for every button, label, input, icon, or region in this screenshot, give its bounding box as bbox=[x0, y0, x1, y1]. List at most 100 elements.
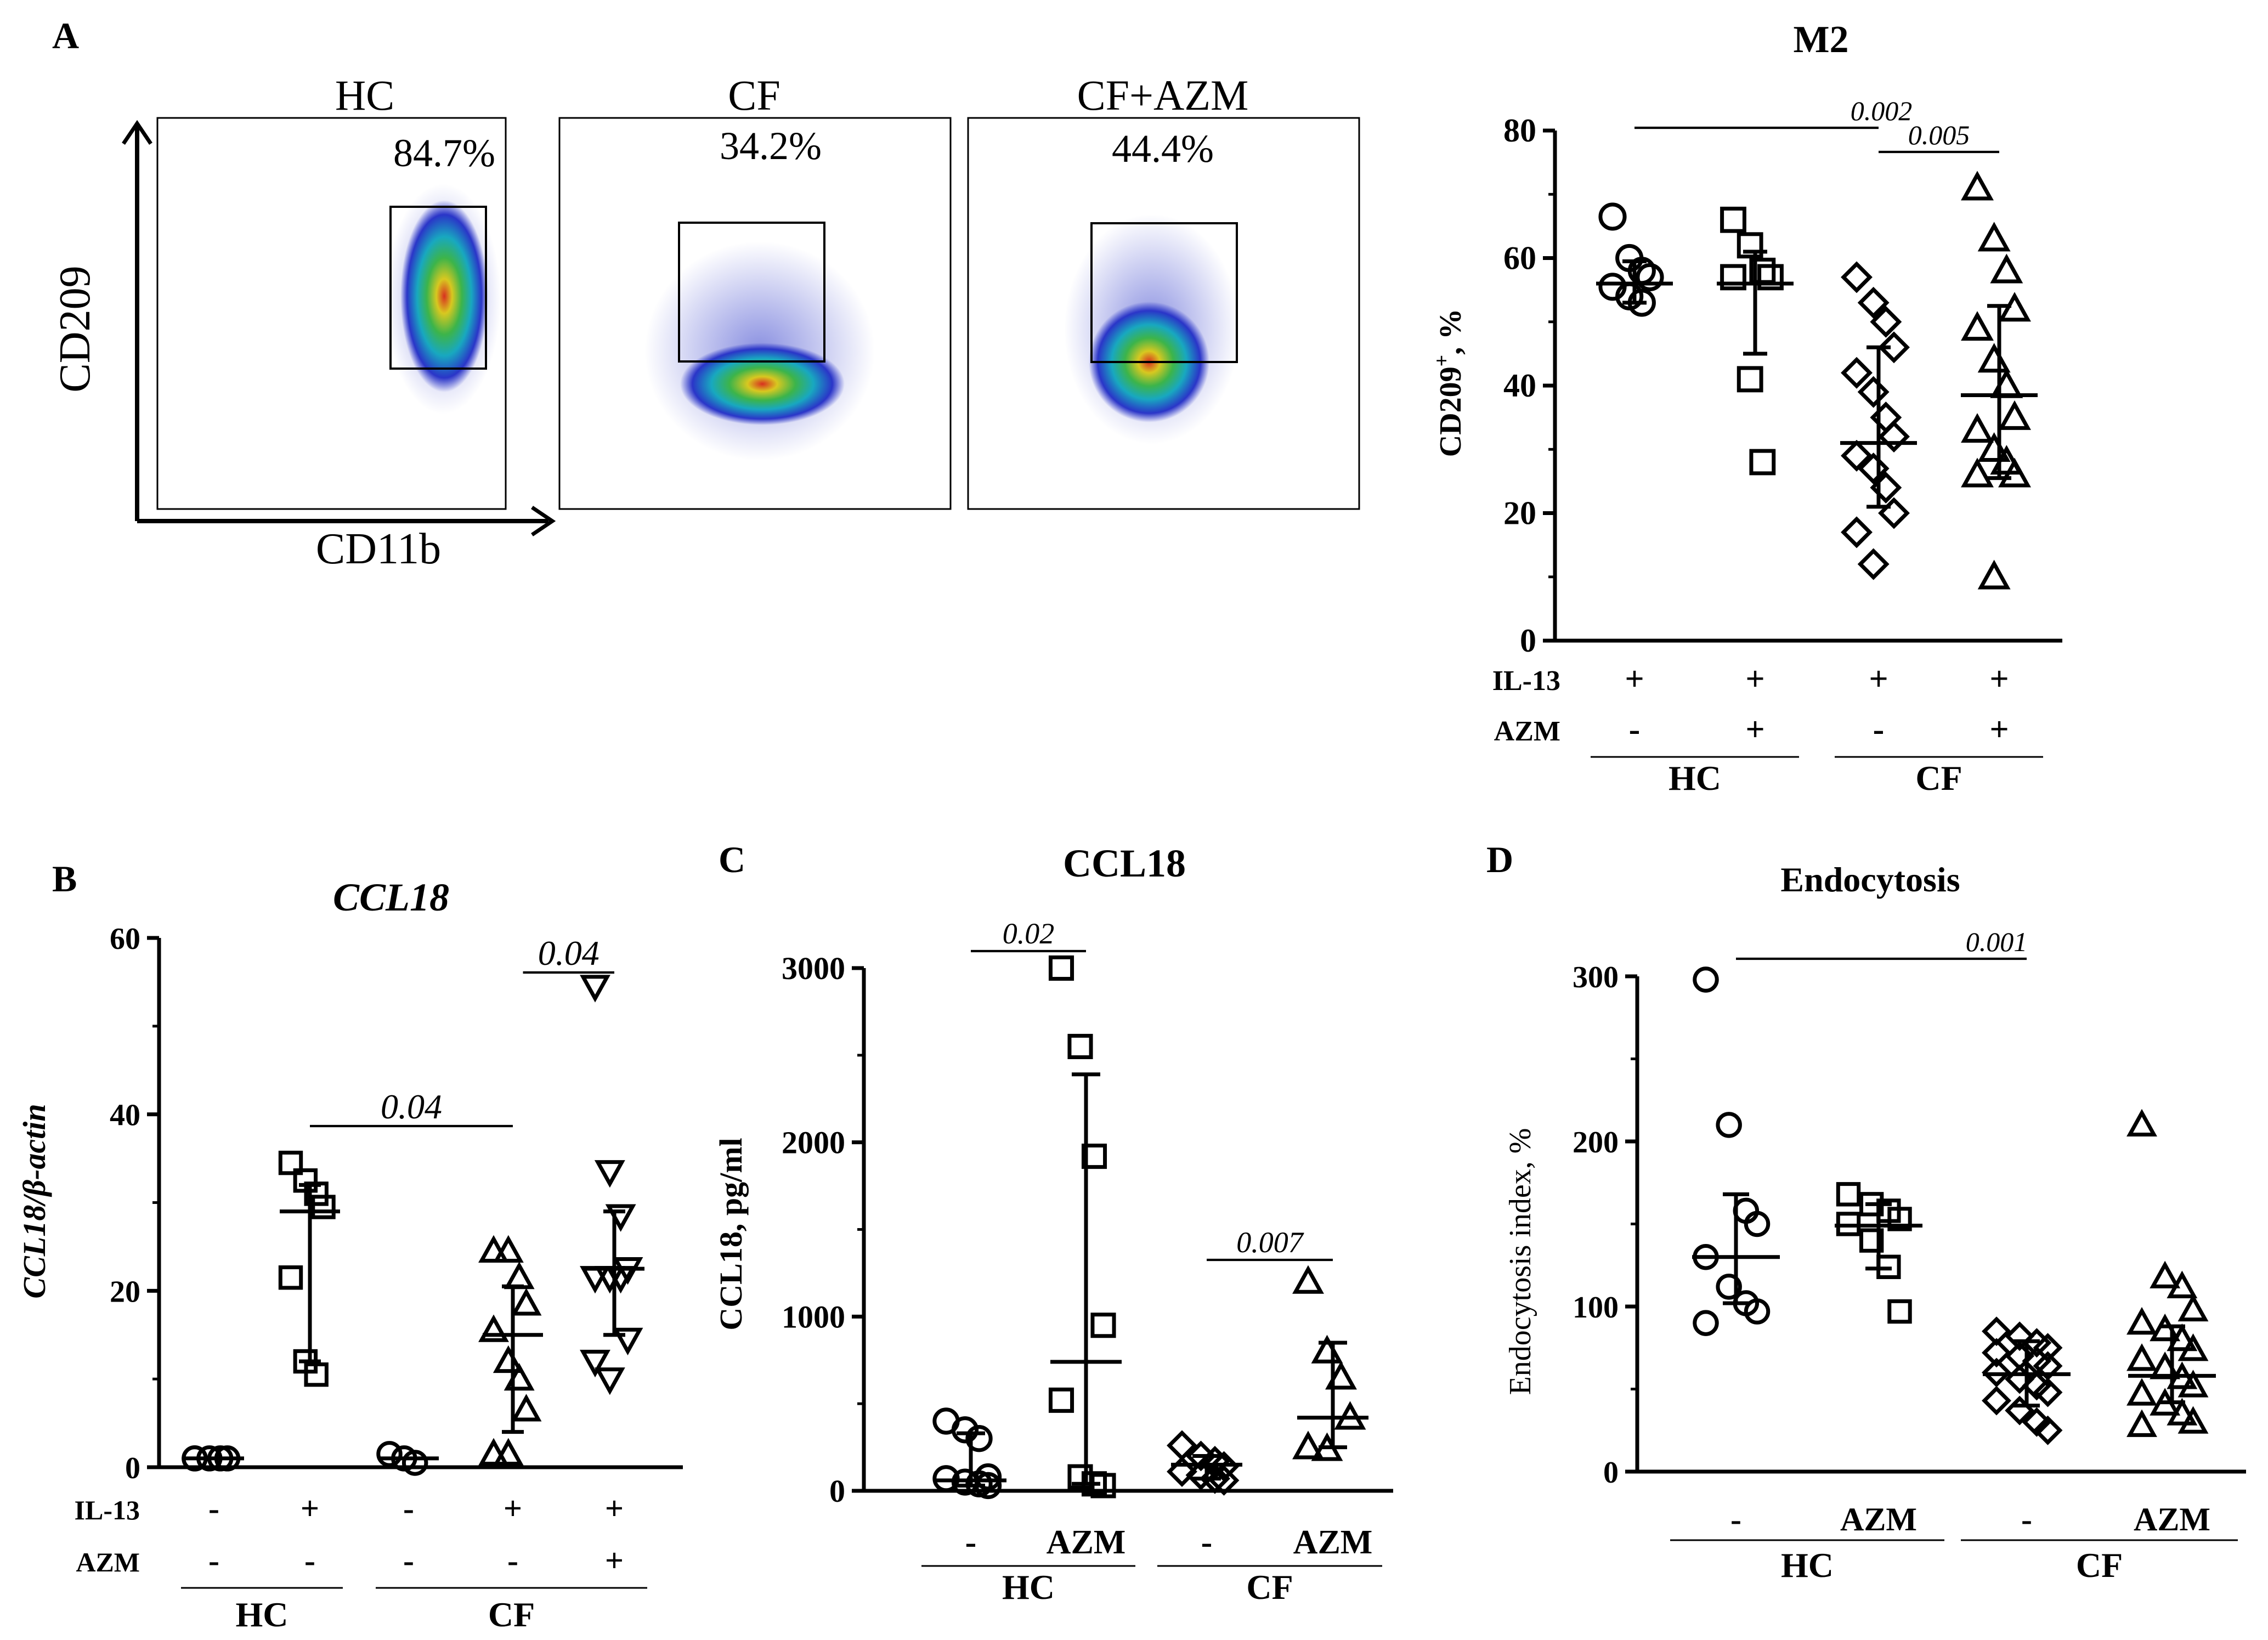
data-point-triangle bbox=[2126, 1343, 2157, 1371]
flow-plot-frame bbox=[967, 117, 1360, 510]
data-point-triangle bbox=[1977, 559, 2011, 590]
data-point-square bbox=[1081, 1144, 1107, 1169]
flow-gate-percent: 84.7% bbox=[393, 131, 495, 175]
data-point-square bbox=[1737, 366, 1763, 393]
condition-value: - bbox=[2021, 1501, 2032, 1537]
y-tick-label: 2000 bbox=[782, 1125, 845, 1161]
data-point-triangle bbox=[2126, 1409, 2157, 1437]
y-tick-label: 60 bbox=[1503, 240, 1536, 276]
chart-title: Endocytosis bbox=[1780, 860, 1960, 899]
data-point-diamond bbox=[1857, 376, 1890, 408]
y-tick-label: 0 bbox=[125, 1451, 140, 1485]
condition-value: - bbox=[403, 1542, 414, 1579]
y-axis-label: CCL18/β-actin bbox=[16, 1104, 52, 1298]
data-point-circle bbox=[1693, 1310, 1719, 1336]
data-point-circle bbox=[401, 1450, 428, 1476]
condition-row-label: IL-13 bbox=[1492, 665, 1560, 697]
condition-value: + bbox=[1869, 660, 1888, 698]
data-point-circle bbox=[1598, 202, 1627, 231]
data-point-circle bbox=[1693, 966, 1719, 993]
condition-value: - bbox=[507, 1542, 518, 1579]
data-point-triangle bbox=[1961, 171, 1994, 201]
condition-value: + bbox=[1625, 660, 1644, 698]
condition-value: - bbox=[208, 1490, 219, 1526]
flow-gate-percent: 44.4% bbox=[1112, 127, 1214, 171]
data-point-triangle bbox=[478, 1314, 509, 1342]
data-point-diamond bbox=[2005, 1321, 2035, 1351]
panel-letter-a: A bbox=[52, 15, 79, 56]
chart-title: M2 bbox=[1793, 19, 1848, 61]
group-label: CF bbox=[1246, 1568, 1293, 1607]
data-point-diamond bbox=[1841, 357, 1873, 389]
data-point-diamond bbox=[2022, 1407, 2052, 1437]
p-value-label: 0.02 bbox=[1003, 917, 1055, 950]
data-point-diamond bbox=[1841, 439, 1873, 472]
condition-value: + bbox=[504, 1490, 522, 1526]
data-point-triangle bbox=[493, 1235, 524, 1263]
data-point-square bbox=[1859, 1228, 1884, 1253]
flow-gate bbox=[1090, 222, 1238, 363]
condition-value: - bbox=[403, 1490, 414, 1526]
flow-plot-title: CF+AZM bbox=[1077, 71, 1249, 119]
data-point-square bbox=[278, 1265, 303, 1290]
cell-density-core bbox=[400, 200, 488, 392]
chart-ccl18-protein: C CCL18 CCL18, pg/ml 0 1000 2000 3000 0.02 0.… bbox=[713, 839, 1393, 1607]
flow-x-axis-arrowhead bbox=[531, 506, 556, 536]
cell-density-core bbox=[680, 343, 845, 425]
chart-endocytosis: D Endocytosis Endocytosis index, % 0 100 2… bbox=[1486, 839, 2246, 1585]
data-point-triangle bbox=[2177, 1370, 2209, 1398]
data-point-square bbox=[1720, 264, 1746, 291]
condition-value: AZM bbox=[2134, 1501, 2210, 1537]
condition-row-label: IL-13 bbox=[75, 1495, 140, 1525]
data-point-triangle bbox=[2167, 1398, 2198, 1426]
flow-plot-frame bbox=[156, 117, 507, 510]
condition-value: + bbox=[1745, 660, 1764, 698]
p-value-label: 0.001 bbox=[1966, 926, 2028, 957]
y-tick-label: 1000 bbox=[782, 1299, 845, 1334]
flow-plot-title: HC bbox=[335, 71, 394, 119]
data-point-circle bbox=[1744, 1298, 1771, 1325]
data-point-triangle bbox=[1292, 1265, 1324, 1294]
data-point-square bbox=[1048, 955, 1074, 981]
data-point-triangle bbox=[2150, 1260, 2181, 1288]
data-point-triangle bbox=[2177, 1293, 2209, 1322]
data-point-triangle bbox=[478, 1438, 509, 1466]
y-tick-label: 20 bbox=[110, 1275, 140, 1309]
data-point-triangle-down bbox=[594, 1367, 625, 1395]
data-point-diamond bbox=[1982, 1385, 2011, 1416]
flow-plot-title: CF bbox=[728, 71, 780, 119]
data-point-triangle bbox=[1977, 343, 2011, 373]
data-point-diamond bbox=[1857, 548, 1890, 580]
flow-x-axis-label: CD11b bbox=[316, 525, 441, 573]
data-point-diamond bbox=[1982, 1338, 2011, 1368]
data-point-triangle bbox=[1998, 457, 2031, 488]
flow-y-axis-label: CD209 bbox=[51, 265, 99, 392]
y-tick-label: 0 bbox=[829, 1473, 845, 1509]
y-tick-label: 60 bbox=[110, 922, 140, 956]
flow-plot-cf-azm: CF+AZM 44.4% bbox=[967, 71, 1360, 510]
data-point-triangle bbox=[504, 1262, 535, 1290]
data-point-square bbox=[1749, 449, 1776, 476]
y-tick-label: 20 bbox=[1503, 495, 1536, 531]
data-point-square bbox=[1757, 264, 1784, 291]
data-point-triangle bbox=[2126, 1378, 2157, 1406]
data-point-triangle bbox=[1977, 222, 2011, 252]
group-label: CF bbox=[2076, 1546, 2123, 1585]
condition-value: - bbox=[965, 1524, 977, 1561]
condition-value: - bbox=[1629, 711, 1641, 748]
condition-value: AZM bbox=[1293, 1524, 1373, 1561]
p-value-label: 0.007 bbox=[1236, 1226, 1304, 1259]
condition-value: - bbox=[208, 1542, 219, 1579]
data-point-square bbox=[311, 1195, 336, 1219]
condition-value: AZM bbox=[1840, 1501, 1917, 1537]
condition-value: - bbox=[1730, 1501, 1741, 1537]
data-point-triangle-down bbox=[612, 1327, 643, 1355]
group-label: HC bbox=[1781, 1546, 1834, 1585]
data-point-triangle bbox=[511, 1394, 542, 1422]
condition-value: + bbox=[301, 1490, 319, 1526]
condition-value: + bbox=[1745, 711, 1764, 748]
data-point-diamond bbox=[1857, 453, 1890, 485]
data-point-diamond bbox=[1841, 261, 1873, 293]
data-point-diamond bbox=[1878, 331, 1910, 364]
